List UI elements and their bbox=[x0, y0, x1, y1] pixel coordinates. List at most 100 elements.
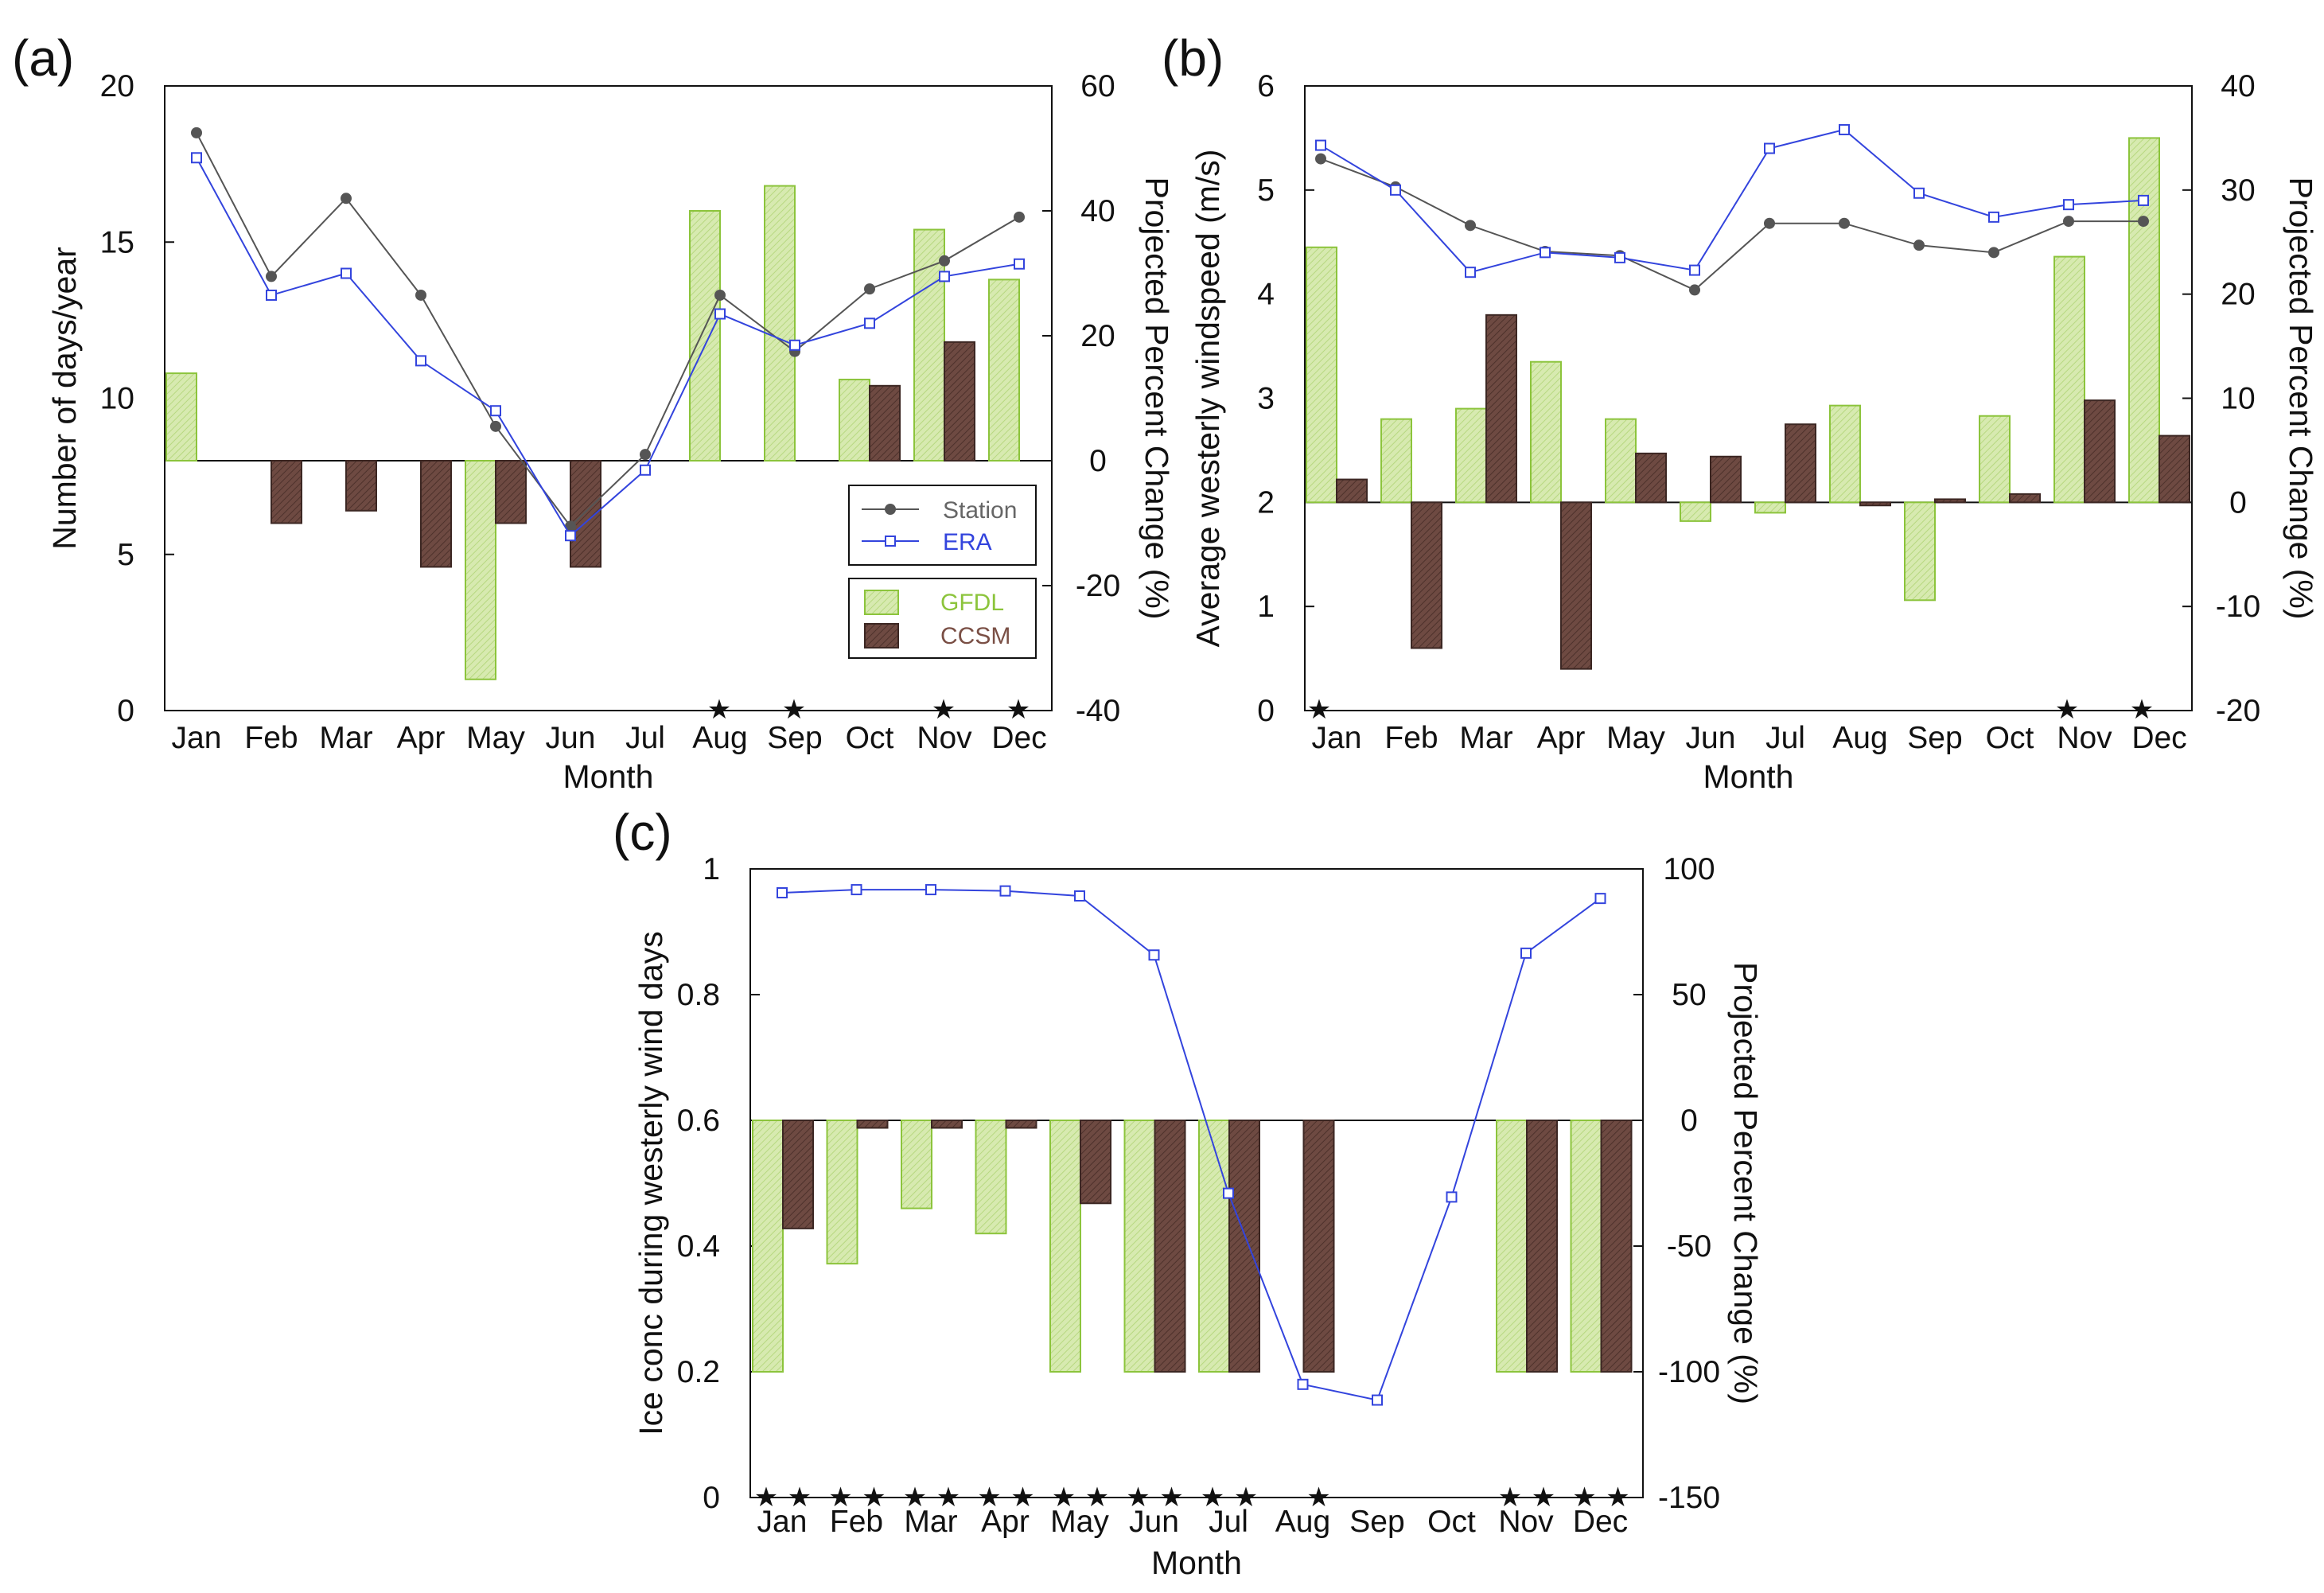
y2-tick-label: -40 bbox=[1076, 694, 1120, 728]
ccsm-bar-jan bbox=[782, 1120, 814, 1229]
era-point-aug bbox=[714, 308, 726, 320]
station-point-nov bbox=[939, 255, 950, 267]
y2-tick-label: -150 bbox=[1658, 1481, 1720, 1515]
ccsm-bar-oct bbox=[869, 384, 901, 462]
x-tick-label-mar: Mar bbox=[319, 721, 372, 755]
y-tick-label: 0 bbox=[703, 1481, 720, 1515]
y2-tick-label: -10 bbox=[2216, 590, 2260, 624]
gfdl-bar-dec bbox=[1570, 1120, 1602, 1373]
era-point-apr bbox=[1540, 247, 1551, 259]
y-tick-label: 5 bbox=[1257, 173, 1275, 208]
ccsm-bar-aug bbox=[1859, 501, 1891, 507]
ccsm-bar-mar bbox=[1485, 314, 1517, 504]
era-point-oct bbox=[1446, 1191, 1458, 1203]
gfdl-bar-sep bbox=[764, 185, 796, 462]
ccsm-bar-may bbox=[1080, 1120, 1111, 1205]
significance-star-mar: ★ bbox=[936, 1482, 960, 1513]
gfdl-bar-nov bbox=[2053, 255, 2085, 504]
y-tick-label: 0.2 bbox=[677, 1355, 720, 1389]
y2-tick-label: -50 bbox=[1667, 1229, 1711, 1264]
station-point-feb bbox=[266, 271, 277, 282]
y-tick-label: 1 bbox=[703, 852, 720, 886]
y2-tick-label: 40 bbox=[2221, 69, 2255, 103]
significance-star-apr: ★ bbox=[977, 1482, 1001, 1513]
y2-tick-label: 10 bbox=[2221, 382, 2255, 416]
panel-c-label: (c) bbox=[613, 804, 672, 861]
y-axis-label: Number of days/year bbox=[46, 247, 83, 550]
gfdl-bar-jun bbox=[1680, 501, 1711, 522]
significance-star-may: ★ bbox=[1085, 1482, 1109, 1513]
gfdl-bar-apr bbox=[1530, 360, 1562, 504]
legend-station-label: Station bbox=[943, 497, 1017, 524]
era-point-aug bbox=[1297, 1378, 1309, 1390]
significance-star-jan: ★ bbox=[1307, 695, 1331, 725]
y2-tick-label: -20 bbox=[1076, 569, 1120, 603]
x-tick-label-sep: Sep bbox=[767, 721, 822, 755]
significance-star-may: ★ bbox=[1052, 1482, 1076, 1513]
y2-tick-label: 60 bbox=[1080, 69, 1115, 103]
y-tick-label: 3 bbox=[1257, 382, 1275, 416]
ccsm-bar-apr bbox=[420, 460, 452, 568]
station-line bbox=[196, 132, 1020, 528]
y2-tick-label: 20 bbox=[1080, 319, 1115, 353]
panel-b: (b) 0 1 2 3 4 5 6 -20 -10 0 10 20 30 40 Jan Feb Mar Apr Ma… bbox=[1162, 29, 2319, 795]
x-tick-label-jun: Jun bbox=[1686, 721, 1736, 755]
gfdl-bar-jan bbox=[1306, 246, 1337, 504]
x-tick-label-aug: Aug bbox=[1275, 1505, 1330, 1539]
x-tick-label-apr: Apr bbox=[1537, 721, 1586, 755]
x-tick-label-may: May bbox=[1606, 721, 1665, 755]
significance-star-jun: ★ bbox=[1126, 1482, 1150, 1513]
gfdl-bar-mar bbox=[901, 1120, 932, 1209]
x-tick-label-jun: Jun bbox=[1129, 1505, 1179, 1539]
legend-ccsm-swatch bbox=[864, 623, 899, 648]
era-point-sep bbox=[1913, 187, 1925, 199]
era-point-aug bbox=[1839, 123, 1850, 135]
significance-star-sep: ★ bbox=[782, 695, 806, 725]
ccsm-bar-feb bbox=[271, 460, 302, 524]
era-point-oct bbox=[1988, 211, 1999, 223]
ccsm-bar-oct bbox=[2009, 493, 2041, 504]
era-point-jan bbox=[1315, 139, 1326, 151]
ccsm-bar-jan bbox=[1336, 478, 1368, 504]
significance-star-nov: ★ bbox=[1498, 1482, 1522, 1513]
y2-tick-label: 0 bbox=[1680, 1104, 1698, 1138]
ccsm-bar-dec bbox=[1600, 1120, 1633, 1373]
era-point-nov bbox=[1520, 947, 1532, 959]
gfdl-bar-dec bbox=[2128, 137, 2160, 504]
era-point-jun bbox=[565, 530, 576, 542]
gfdl-bar-may bbox=[1605, 418, 1637, 504]
gfdl-bar-dec bbox=[988, 278, 1020, 462]
x-tick-label-feb: Feb bbox=[1384, 721, 1438, 755]
ccsm-bar-jul bbox=[1785, 423, 1816, 504]
era-point-may bbox=[1074, 890, 1085, 902]
x-tick-label-apr: Apr bbox=[981, 1505, 1030, 1539]
significance-star-nov: ★ bbox=[2055, 695, 2079, 725]
era-point-may bbox=[490, 405, 501, 417]
y2-tick-label: -20 bbox=[2216, 694, 2260, 728]
panel-b-label: (b) bbox=[1162, 29, 1224, 87]
era-line bbox=[1320, 128, 2144, 274]
ccsm-bar-feb bbox=[856, 1120, 889, 1129]
x-tick-label-aug: Aug bbox=[1832, 721, 1887, 755]
significance-star-nov: ★ bbox=[932, 695, 956, 725]
gfdl-bar-aug bbox=[1829, 404, 1861, 504]
station-point-oct bbox=[864, 283, 875, 295]
y-tick-label: 20 bbox=[100, 69, 134, 103]
era-point-dec bbox=[1014, 258, 1025, 270]
y2-tick-label: -100 bbox=[1658, 1355, 1720, 1389]
plot-frame bbox=[749, 868, 1644, 1498]
station-point-mar bbox=[1465, 220, 1476, 232]
era-point-jun bbox=[1148, 949, 1160, 961]
significance-star-jul: ★ bbox=[1234, 1482, 1258, 1513]
era-point-jan bbox=[191, 152, 202, 164]
x-tick-label-oct: Oct bbox=[1427, 1505, 1476, 1539]
gfdl-bar-may bbox=[465, 460, 496, 680]
x-tick-label-sep: Sep bbox=[1349, 1505, 1404, 1539]
ccsm-bar-may bbox=[1635, 452, 1667, 504]
era-point-may bbox=[1614, 251, 1625, 263]
y-tick-label: 0 bbox=[1257, 694, 1275, 728]
station-point-jul bbox=[1764, 217, 1775, 229]
era-point-mar bbox=[925, 884, 936, 896]
era-point-nov bbox=[2063, 199, 2074, 211]
